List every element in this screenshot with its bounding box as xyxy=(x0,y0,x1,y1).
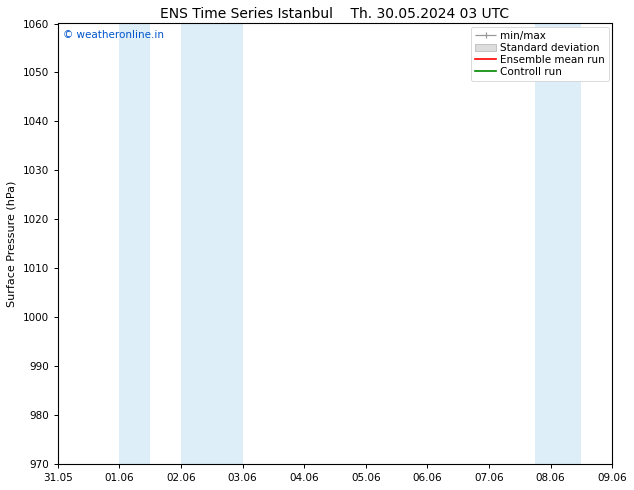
Legend: min/max, Standard deviation, Ensemble mean run, Controll run: min/max, Standard deviation, Ensemble me… xyxy=(471,26,609,81)
Bar xyxy=(181,24,243,464)
Y-axis label: Surface Pressure (hPa): Surface Pressure (hPa) xyxy=(7,181,17,307)
Bar xyxy=(535,24,581,464)
Text: © weatheronline.in: © weatheronline.in xyxy=(63,30,164,40)
Title: ENS Time Series Istanbul    Th. 30.05.2024 03 UTC: ENS Time Series Istanbul Th. 30.05.2024 … xyxy=(160,7,510,21)
Bar xyxy=(119,24,150,464)
